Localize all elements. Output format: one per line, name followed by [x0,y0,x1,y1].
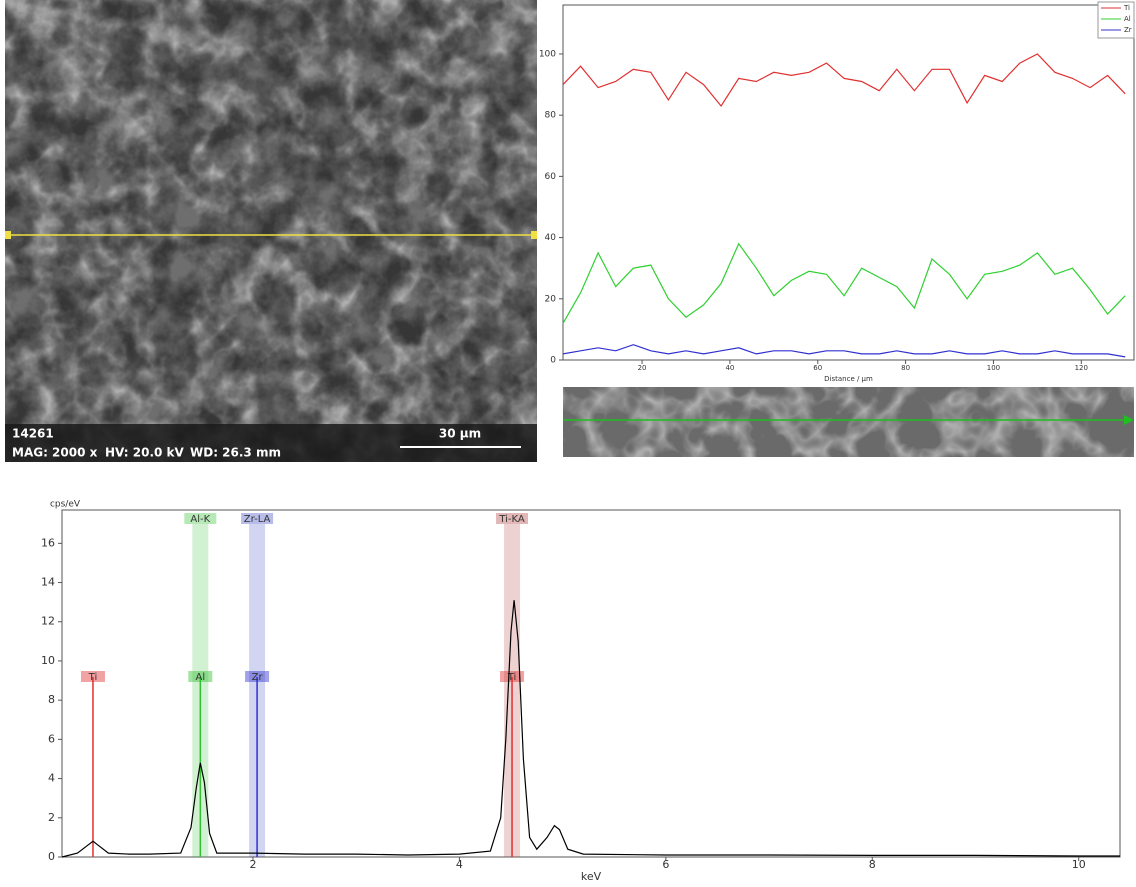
y-tick-label: 2 [48,811,55,824]
sem-image: 14261 MAG: 2000 x HV: 20.0 kV WD: 26.3 m… [5,0,537,462]
data-line [562,242,1126,324]
band-label: Al-K [190,514,210,525]
strip-image [563,387,1134,457]
x-tick-label: 10 [1072,858,1086,871]
x-axis-label: keV [581,870,602,883]
x-tick-label: 120 [1075,364,1088,372]
y-tick-label: 100 [539,49,556,59]
y-tick-label: 0 [48,850,55,863]
x-tick-label: 60 [813,364,822,372]
x-tick-label: 6 [662,858,669,871]
y-tick-label: 20 [545,294,557,304]
x-tick-label: 40 [725,364,734,372]
marker-label: Ti [507,672,517,683]
marker-label-bg [500,671,525,682]
y-tick-label: 8 [48,693,55,706]
y-tick-label: 0 [550,356,556,366]
y-tick-label: 12 [41,615,55,628]
legend-label: Zr [1124,26,1132,34]
x-tick-label: 2 [249,858,256,871]
x-tick-label: 4 [456,858,463,871]
y-tick-label: 60 [545,172,557,182]
band-label-bg [184,513,217,524]
band-label: Ti-KA [498,514,525,525]
strip-arrow [1124,415,1134,425]
plot-frame [61,509,1121,858]
sample-id: 14261 [12,427,54,441]
marker-label: Al [196,672,206,683]
y-tick-label: 4 [48,772,55,785]
plot-frame [562,4,1135,361]
x-tick-label: 80 [901,364,910,372]
voltage: HV: 20.0 kV [105,446,185,460]
marker-label-bg [188,671,213,682]
x-tick-label: 100 [987,364,1000,372]
legend-label: Al [1124,15,1131,23]
band-label-bg [496,513,529,524]
x-tick-label: 20 [638,364,647,372]
y-tick-label: 40 [545,233,557,243]
y-tick-label: 16 [41,536,55,549]
legend-label: Ti [1123,4,1130,12]
y-tick-label: 10 [41,654,55,667]
scan-start [5,231,11,239]
data-line [61,600,1120,858]
strip-texture [563,387,1134,457]
magnification: MAG: 2000 x [12,446,98,460]
band-label-bg [241,513,274,524]
marker-label: Ti [88,672,98,683]
y-axis-label: cps/eV [50,500,81,510]
x-tick-label: 8 [869,858,876,871]
marker-label: Zr [252,672,264,683]
y-tick-label: 6 [48,732,55,745]
marker-label-bg [80,671,105,682]
marker-label-bg [245,671,270,682]
scale-bar-label: 30 µm [439,427,481,441]
data-line [562,53,1126,108]
x-axis-label: Distance / µm [824,375,873,383]
data-line [562,344,1126,358]
band-label: Zr-LA [244,514,271,525]
y-tick-label: 80 [545,111,557,121]
info-bar [5,424,537,462]
working-distance: WD: 26.3 mm [190,446,281,460]
scan-end [531,231,537,239]
y-tick-label: 14 [41,576,55,589]
sem-shading [5,0,537,462]
